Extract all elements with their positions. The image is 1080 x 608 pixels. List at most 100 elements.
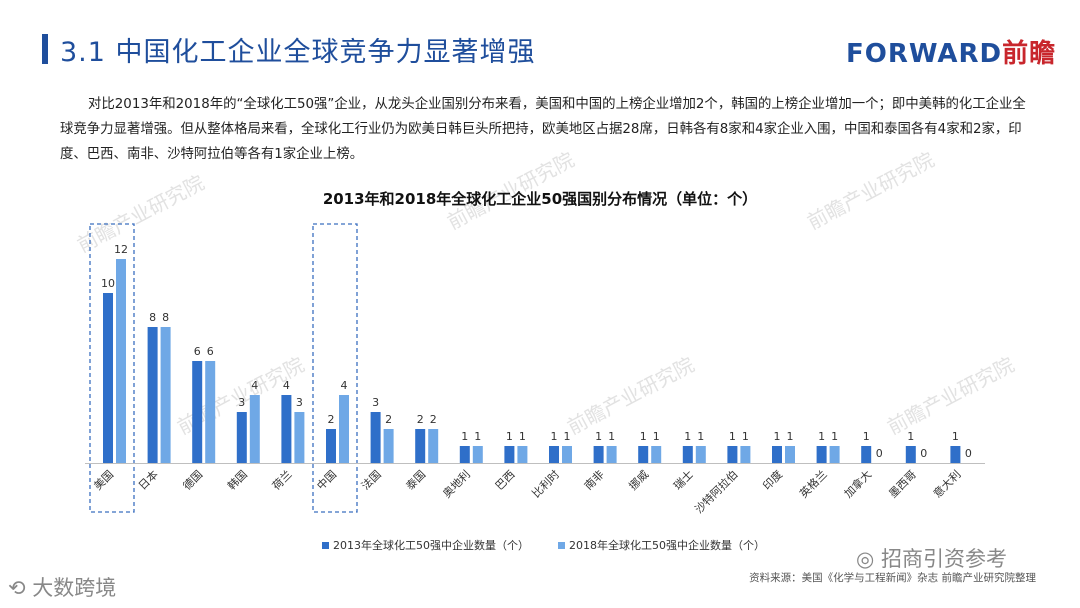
data-label-s0-9: 1 — [506, 430, 513, 443]
data-label-s1-0: 12 — [114, 243, 128, 256]
data-label-s0-5: 2 — [328, 413, 335, 426]
highlight-box-0 — [89, 223, 135, 513]
data-label-s0-19: 1 — [952, 430, 959, 443]
data-label-s0-4: 4 — [283, 379, 290, 392]
data-label-s0-11: 1 — [595, 430, 602, 443]
legend-item-2013: 2013年全球化工50强中企业数量（个） — [322, 537, 529, 553]
intro-paragraph: 对比2013年和2018年的“全球化工50强”企业，从龙头企业国别分布来看，美国… — [60, 97, 1026, 162]
bar-s0-0 — [103, 293, 113, 463]
bar-s0-11 — [593, 446, 604, 463]
data-label-s1-6: 2 — [385, 413, 392, 426]
x-tick-label-6: 法国 — [358, 467, 383, 492]
dashu-name: 大数跨境 — [32, 576, 117, 600]
source-note: 资料来源：美国《化学与工程新闻》杂志 前瞻产业研究院整理 — [749, 572, 1036, 584]
data-label-s1-5: 4 — [341, 379, 348, 392]
data-label-s0-10: 1 — [551, 430, 558, 443]
data-label-s1-17: 0 — [876, 447, 883, 460]
data-label-s0-3: 3 — [238, 396, 245, 409]
bar-s1-0 — [116, 259, 126, 463]
bar-s0-15 — [772, 446, 782, 463]
x-tick-label-18: 墨西哥 — [886, 468, 919, 501]
legend-label-2018: 2018年全球化工50强中企业数量（个） — [569, 539, 765, 552]
bar-s0-8 — [459, 446, 470, 463]
x-tick-label-13: 瑞士 — [670, 467, 695, 492]
data-label-s0-8: 1 — [461, 430, 468, 443]
bar-s0-9 — [504, 446, 515, 463]
brand-logo-en: FORWARD — [846, 39, 1003, 69]
bar-s1-8 — [472, 446, 483, 463]
bar-s0-2 — [192, 361, 203, 463]
wechat-account-overlay: ◎ 招商引资参考 — [856, 543, 1007, 573]
bar-s1-1 — [160, 327, 171, 463]
data-label-s1-8: 1 — [474, 430, 481, 443]
bar-s0-17 — [861, 446, 872, 463]
bar-s0-16 — [816, 446, 827, 463]
data-label-s0-15: 1 — [774, 430, 781, 443]
data-label-s0-17: 1 — [863, 430, 870, 443]
bar-s1-9 — [517, 446, 528, 463]
bar-s1-16 — [829, 446, 840, 463]
data-label-s0-13: 1 — [684, 430, 691, 443]
data-label-s0-16: 1 — [818, 430, 825, 443]
data-label-s0-0: 10 — [101, 277, 115, 290]
bar-s1-3 — [249, 395, 260, 463]
data-label-s0-7: 2 — [417, 413, 424, 426]
data-label-s0-2: 6 — [194, 345, 201, 358]
x-tick-label-0: 美国 — [91, 468, 116, 493]
x-tick-label-4: 荷兰 — [270, 468, 295, 493]
data-label-s1-19: 0 — [965, 447, 972, 460]
bar-s0-19 — [950, 446, 961, 463]
data-label-s0-14: 1 — [729, 430, 736, 443]
bar-s0-7 — [415, 429, 426, 463]
data-label-s1-1: 8 — [162, 311, 169, 324]
bar-s1-6 — [383, 429, 394, 463]
page-title: 3.1 中国化工企业全球竞争力显著增强 — [60, 37, 536, 68]
bar-s1-4 — [294, 412, 305, 463]
x-tick-label-15: 印度 — [760, 467, 785, 492]
data-label-s1-4: 3 — [296, 396, 303, 409]
data-label-s1-13: 1 — [697, 430, 704, 443]
data-label-s1-14: 1 — [742, 430, 749, 443]
data-label-s1-18: 0 — [920, 447, 927, 460]
bar-s1-12 — [651, 446, 662, 463]
x-tick-label-2: 德国 — [180, 467, 205, 492]
bar-s1-13 — [695, 446, 706, 463]
bar-s1-11 — [606, 446, 617, 463]
data-label-s1-10: 1 — [564, 430, 571, 443]
x-tick-label-11: 南非 — [582, 468, 607, 493]
bar-s1-2 — [205, 361, 216, 463]
wechat-account-name: 招商引资参考 — [881, 547, 1008, 571]
bar-s1-14 — [740, 446, 751, 463]
data-label-s1-9: 1 — [519, 430, 526, 443]
data-label-s1-16: 1 — [831, 430, 838, 443]
brand-logo-cn: 前瞻 — [1002, 39, 1057, 69]
data-label-s1-12: 1 — [653, 430, 660, 443]
legend-item-2018: 2018年全球化工50强中企业数量（个） — [558, 537, 765, 553]
legend-label-2013: 2013年全球化工50强中企业数量（个） — [333, 539, 529, 552]
bar-s0-6 — [370, 412, 381, 463]
bar-s1-10 — [562, 446, 572, 463]
data-label-s1-11: 1 — [608, 430, 615, 443]
data-label-s1-2: 6 — [207, 345, 214, 358]
brand-logo: FORWARD前瞻 — [846, 33, 1056, 70]
data-label-s0-6: 3 — [372, 396, 379, 409]
bar-s0-5 — [326, 429, 336, 463]
x-tick-label-9: 巴西 — [493, 468, 518, 493]
data-label-s0-12: 1 — [640, 430, 647, 443]
x-tick-label-7: 泰国 — [403, 467, 428, 492]
bar-s0-13 — [682, 446, 693, 463]
bar-s0-1 — [147, 327, 158, 463]
x-tick-label-3: 韩国 — [224, 467, 249, 492]
x-tick-label-8: 奥地利 — [440, 467, 473, 500]
bar-s1-7 — [428, 429, 439, 463]
x-tick-label-16: 英格兰 — [796, 467, 829, 500]
bar-s0-12 — [638, 446, 649, 463]
data-label-s1-7: 2 — [430, 413, 437, 426]
bar-s0-3 — [236, 412, 247, 463]
highlight-box-5 — [312, 223, 358, 513]
bar-s0-18 — [905, 446, 916, 463]
title-accent-bar — [42, 34, 48, 64]
legend-swatch-2013 — [322, 541, 329, 549]
dashu-logo-overlay: ⟲ 大数跨境 — [8, 572, 116, 602]
